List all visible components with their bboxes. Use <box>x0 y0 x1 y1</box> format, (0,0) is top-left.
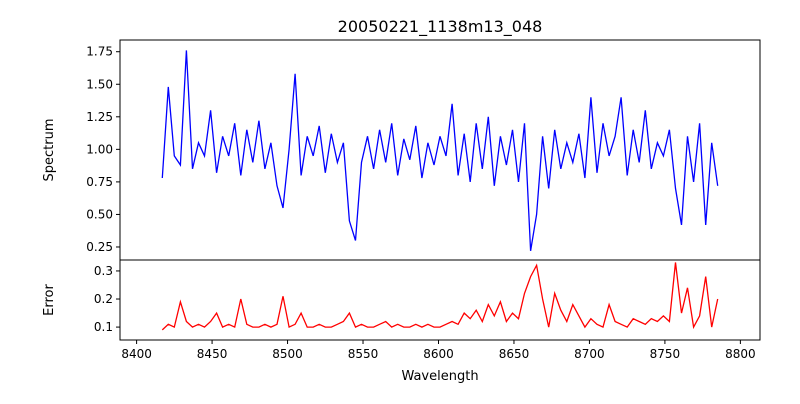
error-xtick-label: 8550 <box>348 347 379 361</box>
spectrum-ytick-label: 1.00 <box>86 142 113 156</box>
spectrum-ytick-label: 0.75 <box>86 175 113 189</box>
error-axes-frame <box>119 259 761 341</box>
x-axis-label: Wavelength <box>401 369 478 384</box>
error-xtick-label: 8800 <box>725 347 756 361</box>
error-xtick-label: 8400 <box>121 347 152 361</box>
spectrum-ylabel: Spectrum <box>42 119 57 182</box>
error-xtick-label: 8600 <box>423 347 454 361</box>
error-ytick-label: 0.1 <box>94 320 113 334</box>
spectrum-line <box>161 50 719 252</box>
error-xtick-label: 8700 <box>574 347 605 361</box>
error-xtick-label: 8500 <box>272 347 303 361</box>
spectrum-ytick-label: 1.75 <box>86 45 113 59</box>
error-ylabel: Error <box>42 284 57 316</box>
spectrum-ytick-label: 1.25 <box>86 110 113 124</box>
error-xtick-label: 8750 <box>650 347 681 361</box>
spectrum-ytick-label: 0.50 <box>86 207 113 221</box>
spectrum-ytick-label: 1.50 <box>86 77 113 91</box>
error-ytick-label: 0.3 <box>94 264 113 278</box>
error-ytick-label: 0.2 <box>94 292 113 306</box>
error-xtick-label: 8650 <box>499 347 530 361</box>
spectrum-axes-frame <box>119 39 761 261</box>
error-line <box>161 262 719 331</box>
chart-title: 20050221_1138m13_048 <box>338 17 543 37</box>
error-xtick-label: 8450 <box>197 347 228 361</box>
spectrum-ytick-label: 0.25 <box>86 240 113 254</box>
